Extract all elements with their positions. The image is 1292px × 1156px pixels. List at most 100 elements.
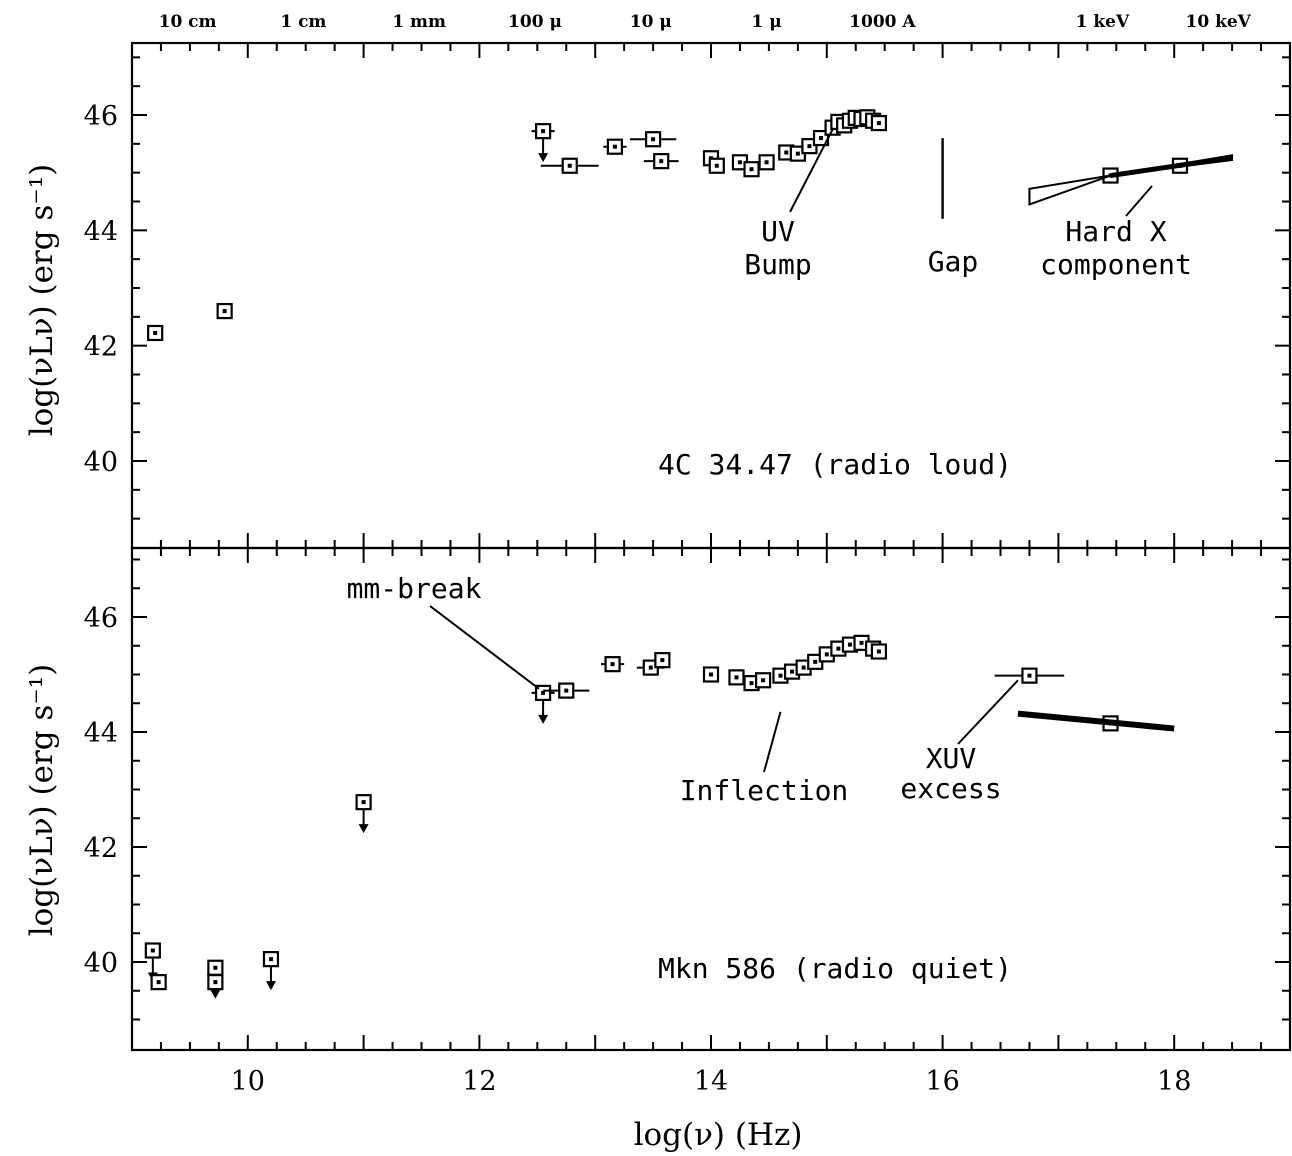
wavelength-label: 1000 A <box>849 12 916 32</box>
point-center <box>813 659 818 664</box>
point-center <box>213 965 218 970</box>
annotation-excess: excess <box>900 772 1001 805</box>
point-center <box>610 662 615 667</box>
arrow-head <box>210 989 221 999</box>
point-center <box>764 160 769 165</box>
y-tick-label: 40 <box>84 948 118 979</box>
x-tick-label: 14 <box>694 1066 728 1097</box>
point-center <box>541 690 546 695</box>
wavelength-label: 10 μ <box>630 12 672 32</box>
data-point <box>150 974 167 991</box>
point-center <box>859 640 864 645</box>
data-point <box>600 656 625 673</box>
wavelength-label: 100 μ <box>508 12 562 32</box>
data-point <box>355 794 372 834</box>
data-point <box>216 302 233 320</box>
data-point <box>147 324 164 342</box>
point-center <box>836 646 841 651</box>
point-center <box>749 681 754 686</box>
point-center <box>790 669 795 674</box>
point-center <box>213 980 218 985</box>
x-tick-label: 16 <box>925 1066 959 1097</box>
y-tick-label: 42 <box>84 332 118 363</box>
wavelength-label: 1 mm <box>392 12 446 32</box>
point-center <box>737 160 742 165</box>
y-tick-label: 42 <box>84 833 118 864</box>
point-center <box>784 150 789 155</box>
data-point <box>531 684 555 724</box>
data-point <box>702 666 720 683</box>
data-point <box>994 667 1065 684</box>
point-center <box>564 688 569 693</box>
point-center <box>150 948 155 953</box>
arrow-head <box>358 824 369 834</box>
point-center <box>795 151 800 156</box>
point-center <box>801 665 806 670</box>
point-center <box>156 980 161 985</box>
annotation-mm-break: mm-break <box>347 572 482 605</box>
hard-x-bowtie <box>1028 154 1234 206</box>
data-point <box>540 157 599 174</box>
hard-x-leader <box>1125 185 1153 217</box>
point-center <box>714 163 719 168</box>
point-center <box>1027 673 1032 678</box>
tick-labels: 40 42 44 46 40 42 44 46 10 12 14 16 18 <box>84 101 1192 1097</box>
point-center <box>819 136 824 141</box>
data-point <box>870 643 888 660</box>
x-tick-label: 18 <box>1157 1066 1191 1097</box>
wavelength-labels: 10 cm 1 cm 1 mm 100 μ 10 μ 1 μ 1000 A 1 keV 10 k… <box>159 12 1252 32</box>
data-point <box>708 157 725 174</box>
inflection-leader <box>763 711 782 773</box>
annotation-component: component <box>1040 248 1192 281</box>
y-tick-label: 46 <box>84 603 118 634</box>
data-point <box>654 652 671 669</box>
panel-title-top: 4C 34.47 (radio loud) <box>658 448 1012 481</box>
wavelength-label: 1 μ <box>751 12 781 32</box>
point-center <box>734 675 739 680</box>
point-center <box>659 159 664 164</box>
data-point <box>870 114 888 132</box>
point-center <box>749 167 754 172</box>
data-marks <box>144 109 1234 999</box>
y-tick-label: 40 <box>84 447 118 478</box>
point-center <box>824 652 829 657</box>
point-center <box>361 800 366 805</box>
data-point <box>543 682 590 699</box>
point-center <box>268 957 273 962</box>
data-point <box>207 974 224 991</box>
point-center <box>222 309 227 314</box>
y-axis-label-bottom: log(νLν) (erg s⁻¹) <box>24 664 60 937</box>
wavelength-label: 10 keV <box>1186 12 1252 32</box>
annotation-bump: Bump <box>744 248 811 281</box>
point-center <box>648 665 653 670</box>
uv-bump-leader <box>789 128 834 213</box>
point-center <box>807 144 812 149</box>
xray-powerlaw <box>1017 710 1175 732</box>
point-center <box>761 678 766 683</box>
wavelength-label: 1 cm <box>280 12 326 32</box>
point-center <box>876 649 881 654</box>
point-center <box>660 658 665 663</box>
annotation-uv: UV <box>761 215 795 248</box>
wavelength-label: 10 cm <box>159 12 217 32</box>
point-center <box>876 121 881 126</box>
annotation-hard-x: Hard X <box>1065 215 1166 248</box>
annotation-inflection: Inflection <box>680 774 849 807</box>
data-point <box>603 138 627 155</box>
data-point <box>262 951 280 991</box>
point-center <box>541 129 546 134</box>
data-point <box>755 672 772 689</box>
point-center <box>153 330 158 335</box>
data-point <box>629 131 677 148</box>
arrow-head <box>538 714 549 724</box>
data-point <box>144 942 161 982</box>
point-center <box>778 673 783 678</box>
point-center <box>567 163 572 168</box>
point-center <box>709 672 713 677</box>
y-tick-label: 46 <box>84 101 118 132</box>
data-point <box>728 669 745 686</box>
y-tick-label: 44 <box>84 718 118 749</box>
wavelength-label: 1 keV <box>1076 12 1130 32</box>
xuv-leader <box>957 679 1019 745</box>
